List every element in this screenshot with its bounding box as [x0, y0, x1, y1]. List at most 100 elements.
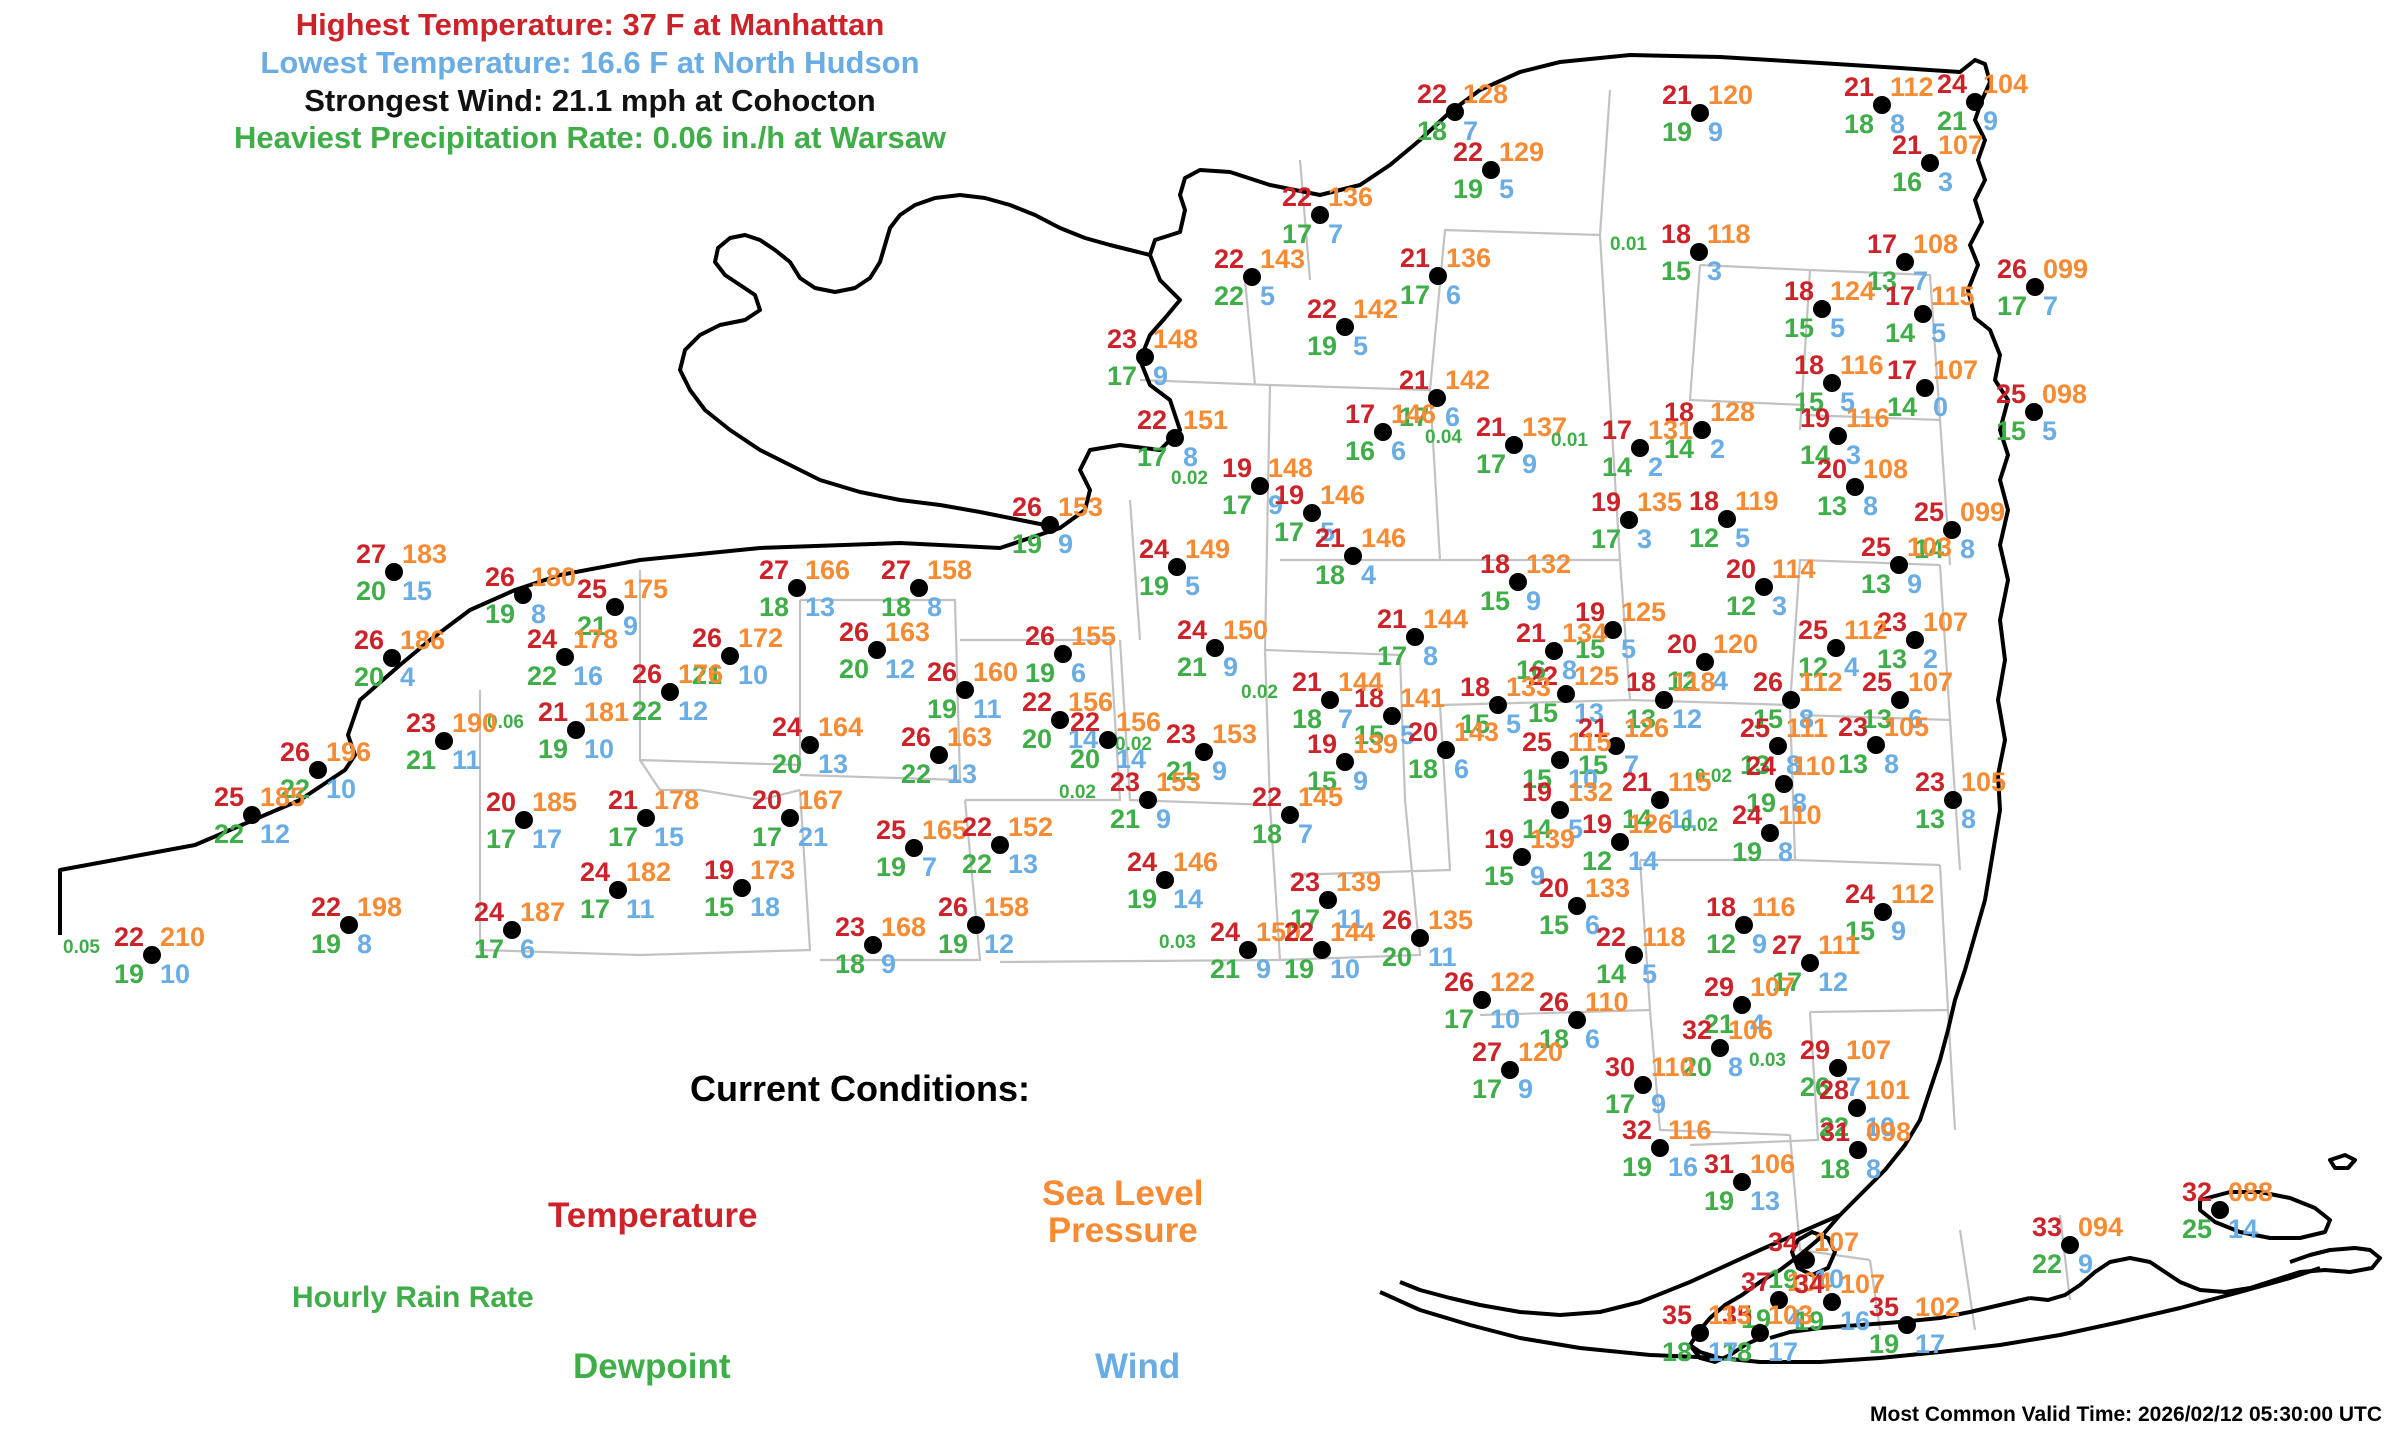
- station-temperature-value: 34: [1767, 1227, 1798, 1257]
- station-wind-value: 8: [1778, 837, 1794, 867]
- station-dot-icon: [1568, 1011, 1586, 1029]
- station-dot-icon: [1848, 1099, 1866, 1117]
- station-pressure-value: 145: [1298, 782, 1344, 812]
- station-temperature-value: 24: [1126, 847, 1157, 877]
- station-wind-value: 13: [1750, 1186, 1781, 1216]
- station-pressure-value: 168: [881, 912, 927, 942]
- station-dot-icon: [383, 649, 401, 667]
- station-pressure-value: 178: [573, 624, 619, 654]
- station-dewpoint-value: 16: [1344, 436, 1375, 466]
- station-pressure-value: 144: [1338, 667, 1384, 697]
- station-pressure-value: 098: [2042, 379, 2088, 409]
- station-temperature-value: 20: [1407, 717, 1438, 747]
- station-pressure-value: 120: [1518, 1037, 1564, 1067]
- station-dot-icon: [243, 806, 261, 824]
- station-pressure-value: 153: [1156, 767, 1202, 797]
- station-dot-icon: [1827, 639, 1845, 657]
- station-temperature-value: 24: [526, 624, 557, 654]
- station-pressure-value: 110: [1778, 800, 1822, 830]
- station-dewpoint-value: 19: [310, 929, 341, 959]
- station-wind-value: 3: [1846, 440, 1862, 470]
- station-wind-value: 7: [922, 852, 938, 882]
- station-wind-value: 13: [1008, 849, 1039, 879]
- station-temperature-value: 24: [1138, 534, 1169, 564]
- station-dot-icon: [1906, 631, 1924, 649]
- station-wind-value: 7: [2043, 291, 2059, 321]
- station-dewpoint-value: 21: [1176, 652, 1207, 682]
- station-dewpoint-value: 18: [834, 949, 865, 979]
- station-temperature-value: 25: [1739, 713, 1770, 743]
- station-rain-rate-value: 0.03: [1749, 1050, 1786, 1071]
- station-wind-value: 5: [1260, 281, 1276, 311]
- station-dot-icon: [1625, 946, 1643, 964]
- station-pressure-value: 187: [520, 897, 566, 927]
- station-temperature-value: 25: [576, 574, 607, 604]
- station-temperature-value: 18: [1783, 276, 1814, 306]
- station-pressure-value: 098: [1866, 1117, 1912, 1147]
- station-dot-icon: [1374, 423, 1392, 441]
- station-dewpoint-value: 22: [279, 774, 310, 804]
- station-dot-icon: [1874, 903, 1892, 921]
- station-temperature-value: 26: [1381, 905, 1412, 935]
- station-pressure-value: 185: [260, 782, 306, 812]
- station-wind-value: 6: [1071, 658, 1087, 688]
- summary-header: Highest Temperature: 37 F at Manhattan L…: [0, 6, 1180, 157]
- station-temperature-value: 22: [310, 892, 341, 922]
- station-dot-icon: [556, 648, 574, 666]
- station-dewpoint-value: 14: [1521, 814, 1552, 844]
- station-dewpoint-value: 22: [526, 661, 557, 691]
- station-dewpoint-value: 18: [758, 592, 789, 622]
- station-pressure-value: 113: [1708, 1300, 1752, 1330]
- heaviest-precipitation-line: Heaviest Precipitation Rate: 0.06 in./h …: [233, 120, 947, 156]
- station-dewpoint-value: 26: [1799, 1072, 1830, 1102]
- station-pressure-value: 144: [1423, 604, 1469, 634]
- station-wind-value: 5: [2042, 416, 2058, 446]
- station-wind-value: 8: [1884, 749, 1900, 779]
- station-dot-icon: [1513, 848, 1531, 866]
- station-pressure-value: 107: [1908, 667, 1954, 697]
- station-wind-value: 14: [1116, 744, 1147, 774]
- station-pressure-value: 105: [1961, 767, 2007, 797]
- station-dewpoint-value: 17: [473, 934, 504, 964]
- station-wind-value: 9: [2078, 1249, 2094, 1279]
- station-temperature-value: 26: [279, 737, 310, 767]
- station-dot-icon: [1944, 791, 1962, 809]
- station-wind-value: 9: [1708, 117, 1724, 147]
- station-wind-value: 15: [402, 576, 433, 606]
- station-pressure-value: 118: [1642, 922, 1686, 952]
- station-dewpoint-value: 17: [1106, 361, 1137, 391]
- station-pressure-value: 112: [1844, 615, 1888, 645]
- station-dot-icon: [967, 916, 985, 934]
- station-pressure-value: 182: [626, 857, 672, 887]
- station-temperature-value: 22: [1306, 294, 1337, 324]
- station-temperature-value: 29: [1799, 1035, 1830, 1065]
- station-wind-value: 9: [1353, 766, 1369, 796]
- station-dot-icon: [1761, 824, 1779, 842]
- station-dewpoint-value: 17: [1771, 967, 1802, 997]
- station-dewpoint-value: 12: [1688, 523, 1719, 553]
- station-dewpoint-value: 21: [1165, 756, 1196, 786]
- station-temperature-value: 22: [1527, 661, 1558, 691]
- station-rain-rate-value: 0.02: [1115, 734, 1152, 755]
- station-pressure-value: 112: [1799, 667, 1843, 697]
- station-pressure-value: 158: [984, 892, 1030, 922]
- station-rain-rate-value: 0.01: [1551, 430, 1588, 451]
- station-dewpoint-value: 13: [1866, 266, 1897, 296]
- station-dot-icon: [1168, 558, 1186, 576]
- station-wind-value: 17: [1768, 1337, 1799, 1367]
- station-dewpoint-value: 18: [1843, 109, 1874, 139]
- station-dot-icon: [567, 721, 585, 739]
- station-dewpoint-value: 18: [1661, 1337, 1692, 1367]
- station-dot-icon: [1446, 103, 1464, 121]
- station-temperature-value: 26: [691, 623, 722, 653]
- station-dot-icon: [609, 881, 627, 899]
- station-temperature-value: 27: [758, 555, 789, 585]
- station-dot-icon: [309, 761, 327, 779]
- station-dewpoint-value: 13: [1625, 704, 1656, 734]
- station-wind-value: 8: [1863, 491, 1879, 521]
- station-dot-icon: [1156, 871, 1174, 889]
- station-dot-icon: [1195, 743, 1213, 761]
- station-rain-rate-value: 0.06: [487, 712, 524, 733]
- station-pressure-value: 112: [1891, 879, 1935, 909]
- station-wind-value: 5: [1499, 174, 1515, 204]
